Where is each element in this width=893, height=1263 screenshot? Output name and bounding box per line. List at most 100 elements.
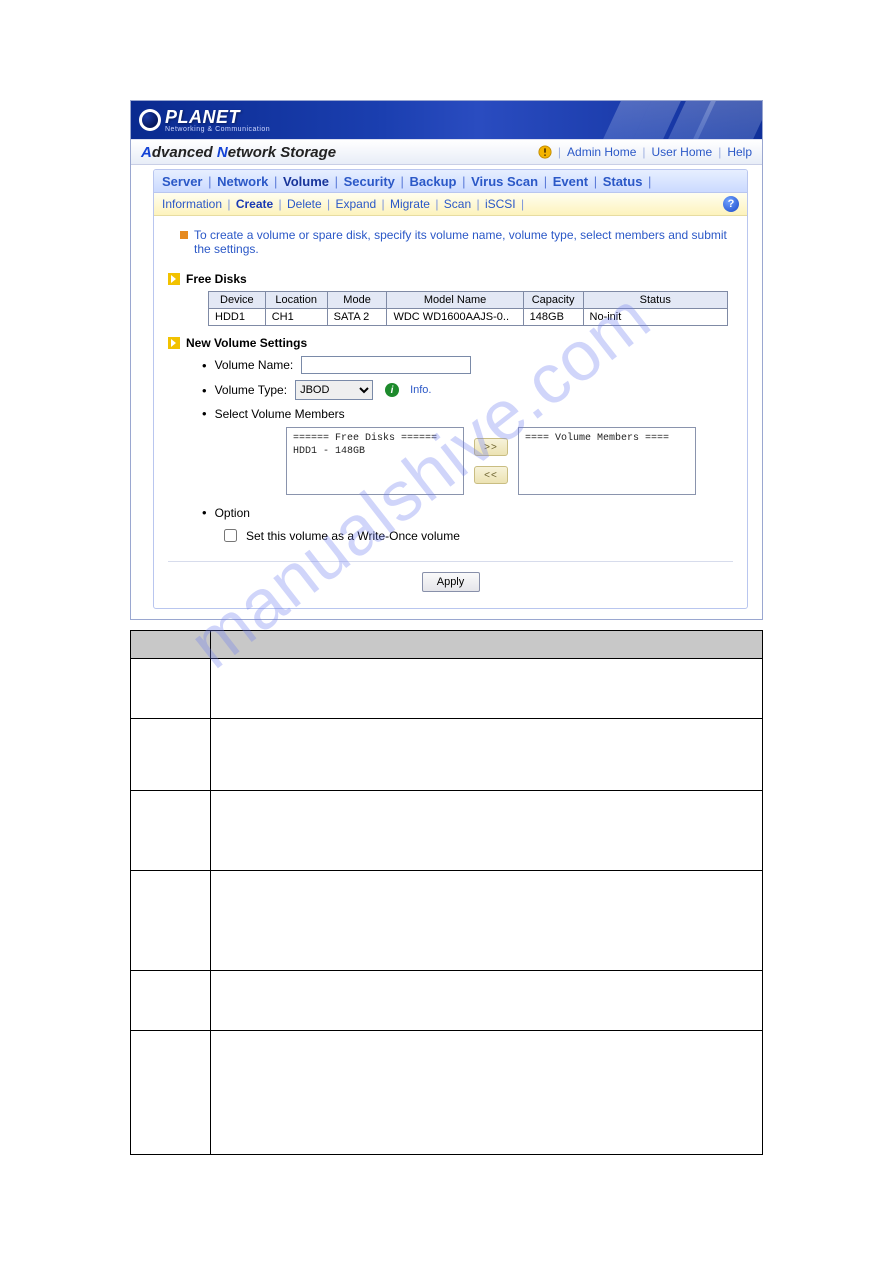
volume-type-label: Volume Type: <box>215 383 288 397</box>
main-tab-event[interactable]: Event <box>553 174 588 189</box>
member-transfer: ====== Free Disks ====== HDD1 - 148GB >>… <box>286 427 733 495</box>
bullet-icon <box>202 505 207 520</box>
doc-table-header-cell <box>131 631 211 659</box>
write-once-label: Set this volume as a Write-Once volume <box>246 529 460 543</box>
info-link[interactable]: Info. <box>410 384 431 396</box>
link-help[interactable]: Help <box>727 145 752 159</box>
table-cell: WDC WD1600AAJS-0.. <box>387 309 523 326</box>
sub-tab-migrate[interactable]: Migrate <box>390 197 430 211</box>
row-option: Option <box>202 505 733 520</box>
section-title: Free Disks <box>186 272 247 286</box>
tab-separator: | <box>471 197 485 211</box>
tab-separator: | <box>642 174 653 189</box>
link-user-home[interactable]: User Home <box>652 145 713 159</box>
top-links: | Admin Home | User Home | Help <box>538 145 752 159</box>
table-header-cell: Status <box>583 292 727 309</box>
tab-separator: | <box>457 174 472 189</box>
row-write-once: Set this volume as a Write-Once volume <box>220 526 733 545</box>
tab-separator: | <box>376 197 390 211</box>
free-disks-listbox[interactable]: ====== Free Disks ====== HDD1 - 148GB <box>286 427 464 495</box>
free-disks-table: DeviceLocationModeModel NameCapacityStat… <box>208 291 728 326</box>
section-title: New Volume Settings <box>186 336 307 350</box>
hint-bullet-icon <box>180 231 188 239</box>
table-header-cell: Model Name <box>387 292 523 309</box>
bullet-icon <box>202 383 207 398</box>
tab-separator: | <box>329 174 344 189</box>
row-select-members: Select Volume Members <box>202 406 733 421</box>
hint-row: To create a volume or spare disk, specif… <box>168 226 733 268</box>
title-bar: Advanced Network Storage | Admin Home | … <box>131 139 762 165</box>
bullet-icon <box>202 406 207 421</box>
sub-tabs: Information | Create | Delete | Expand |… <box>154 193 747 216</box>
table-cell: No-init <box>583 309 727 326</box>
arrow-icon <box>168 337 180 349</box>
banner-decoration <box>582 101 762 139</box>
table-header-cell: Mode <box>327 292 387 309</box>
product-title: Advanced Network Storage <box>141 144 336 161</box>
doc-table-header-cell <box>211 631 763 659</box>
main-tabs: Server | Network | Volume | Security | B… <box>154 170 747 193</box>
main-tab-server[interactable]: Server <box>162 174 202 189</box>
tab-separator: | <box>268 174 283 189</box>
tab-separator: | <box>222 197 236 211</box>
doc-table-row <box>131 659 763 719</box>
tab-separator: | <box>322 197 336 211</box>
sub-tab-expand[interactable]: Expand <box>335 197 376 211</box>
doc-table-row <box>131 1031 763 1155</box>
alert-icon[interactable] <box>538 145 552 159</box>
volume-name-input[interactable] <box>301 356 471 374</box>
doc-table-header-row <box>131 631 763 659</box>
main-tab-status[interactable]: Status <box>603 174 643 189</box>
bullet-icon <box>202 358 207 373</box>
table-cell: SATA 2 <box>327 309 387 326</box>
main-tab-volume[interactable]: Volume <box>283 174 329 189</box>
main-panel: Server | Network | Volume | Security | B… <box>153 169 748 609</box>
section-new-volume: New Volume Settings <box>168 336 733 350</box>
main-tab-virus-scan[interactable]: Virus Scan <box>471 174 538 189</box>
doc-table-row <box>131 719 763 791</box>
select-members-label: Select Volume Members <box>215 407 345 421</box>
volume-members-listbox[interactable]: ==== Volume Members ==== <box>518 427 696 495</box>
sub-tab-create[interactable]: Create <box>236 197 273 211</box>
sub-tab-delete[interactable]: Delete <box>287 197 322 211</box>
divider <box>168 561 733 562</box>
table-row: HDD1CH1SATA 2WDC WD1600AAJS-0..148GBNo-i… <box>209 309 728 326</box>
brand-logo: PLANET Networking & Communication <box>139 107 270 133</box>
help-icon[interactable]: ? <box>723 196 739 212</box>
row-volume-type: Volume Type: JBODRAID 0RAID 1RAID 5Spare… <box>202 380 733 400</box>
main-tab-network[interactable]: Network <box>217 174 268 189</box>
tab-separator: | <box>395 174 410 189</box>
sub-tab-information[interactable]: Information <box>162 197 222 211</box>
sub-tab-scan[interactable]: Scan <box>444 197 471 211</box>
table-cell: HDD1 <box>209 309 266 326</box>
hint-text: To create a volume or spare disk, specif… <box>194 228 733 256</box>
volume-type-select[interactable]: JBODRAID 0RAID 1RAID 5Spare <box>295 380 373 400</box>
table-cell: 148GB <box>523 309 583 326</box>
table-cell: CH1 <box>265 309 327 326</box>
brand-banner: PLANET Networking & Communication <box>131 101 762 139</box>
main-tab-backup[interactable]: Backup <box>410 174 457 189</box>
info-icon[interactable]: i <box>385 383 399 397</box>
brand-tagline: Networking & Communication <box>165 126 270 133</box>
tab-separator: | <box>538 174 553 189</box>
section-free-disks: Free Disks <box>168 272 733 286</box>
doc-table <box>130 630 763 1155</box>
brand-name: PLANET <box>165 107 270 128</box>
table-header-cell: Device <box>209 292 266 309</box>
doc-table-row <box>131 971 763 1031</box>
link-admin-home[interactable]: Admin Home <box>567 145 636 159</box>
tab-separator: | <box>202 174 217 189</box>
move-left-button[interactable]: << <box>474 466 508 484</box>
volume-name-label: Volume Name: <box>215 358 294 372</box>
tab-separator: | <box>430 197 444 211</box>
arrow-icon <box>168 273 180 285</box>
main-tab-security[interactable]: Security <box>344 174 395 189</box>
row-volume-name: Volume Name: <box>202 356 733 374</box>
app-window: PLANET Networking & Communication Advanc… <box>130 100 763 620</box>
option-label: Option <box>215 506 250 520</box>
sub-tab-iscsi[interactable]: iSCSI <box>485 197 516 211</box>
write-once-checkbox[interactable] <box>224 529 237 542</box>
doc-table-row <box>131 791 763 871</box>
apply-button[interactable]: Apply <box>422 572 480 592</box>
move-right-button[interactable]: >> <box>474 438 508 456</box>
